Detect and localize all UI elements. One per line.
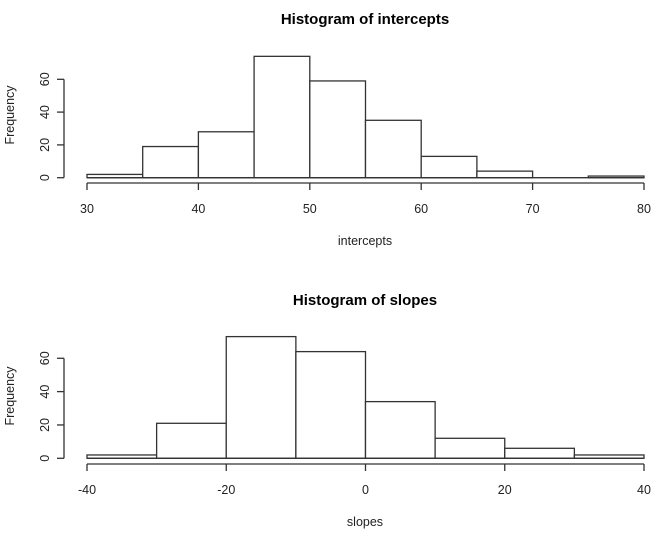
histogram-bar [476,170,534,179]
slopes-histogram-panel: Histogram of slopes -40 -20 0 20 40 0204060 … [3,292,651,529]
x-tick-label: -40 [78,483,96,497]
x-axis: -40 -20 0 20 40 [78,463,651,497]
x-tick-label: 50 [303,202,317,216]
histogram-bar [225,335,297,459]
histogram-bar [364,400,436,459]
chart-title: Histogram of intercepts [281,11,449,28]
histogram-bar [434,437,506,459]
y-tick-label: 20 [38,138,52,152]
y-tick-label: 0 [38,174,52,181]
y-tick-label: 40 [38,105,52,119]
y-tick-label: 60 [38,72,52,86]
x-tick-label: 0 [362,483,369,497]
y-tick-label: 0 [38,455,52,462]
y-axis: 0 20 40 60 [38,351,65,462]
histogram-bar [253,55,311,179]
histogram-bars [86,335,645,459]
x-tick-label: 20 [498,483,512,497]
x-tick-label: 70 [526,202,540,216]
x-tick-label: 40 [637,483,651,497]
histogram-bar [504,447,576,459]
y-tick-label: 40 [38,385,52,399]
x-tick-label: 30 [80,202,94,216]
histogram-bar [420,155,478,179]
x-tick-label: -20 [217,483,235,497]
y-axis-label: Frequency [3,366,17,426]
histogram-bar [309,80,367,179]
y-tick-label: 20 [38,418,52,432]
histogram-bar [142,145,200,179]
y-axis: 0 20 40 60 [38,72,65,181]
x-axis: 30 40 50 60 70 80 [80,182,651,216]
histogram-bars [86,55,645,179]
y-axis-label: Frequency [3,85,17,145]
x-tick-label: 40 [191,202,205,216]
histogram-bar [364,119,422,179]
x-axis-label: slopes [347,515,383,529]
x-tick-label: 80 [637,202,651,216]
histogram-bar [155,422,227,459]
x-axis-label: intercepts [338,234,392,248]
x-tick-label: 60 [414,202,428,216]
chart-title: Histogram of slopes [293,292,437,309]
y-tick-label: 60 [38,351,52,365]
histogram-bar [197,131,255,179]
intercepts-histogram-panel: Histogram of intercepts 30 40 50 60 70 80 0 20… [3,11,651,248]
histogram-bar [295,350,367,459]
